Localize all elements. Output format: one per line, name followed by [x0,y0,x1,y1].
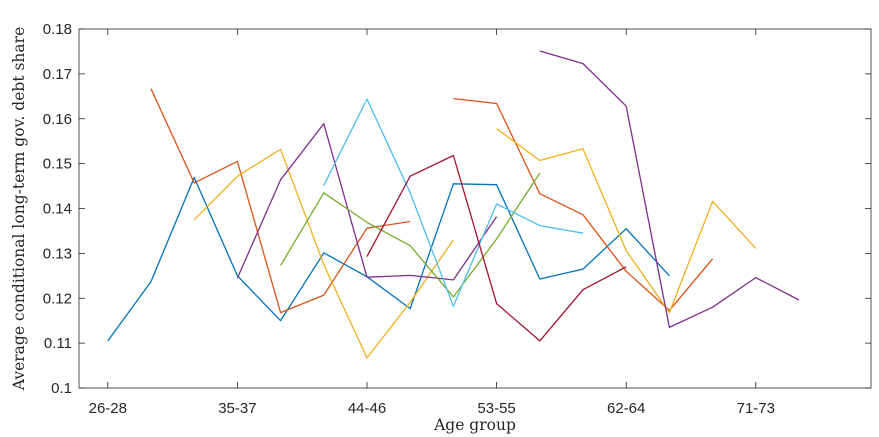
series-line-4 [193,148,454,359]
series-line-1 [107,176,670,342]
y-axis-label: Average conditional long-term gov. debt … [10,27,28,392]
x-tick-label: 53-55 [477,400,515,417]
plot-area [78,28,872,389]
y-tick-label: 0.15 [43,156,72,173]
y-tick-label: 0.18 [43,21,72,38]
series-line-2 [150,88,411,314]
y-tick-label: 0.11 [44,335,72,352]
series-line-6 [236,123,498,281]
series-line-3 [453,97,714,312]
series-line-8 [280,172,541,298]
y-tick-label: 0.17 [43,66,72,83]
x-tick-label: 71-73 [737,400,775,417]
series-layer [107,50,800,359]
x-tick-label: 35-37 [218,400,256,417]
series-line-5 [496,128,757,314]
x-tick-label: 26-28 [89,400,127,417]
x-axis: 26-28 35-37 44-46 53-55 62-64 71-73 [89,29,775,417]
y-axis: 0.1 0.11 0.12 0.13 0.14 0.15 0.16 0.17 0.18 [43,21,871,397]
y-tick-label: 0.1 [51,380,72,397]
y-tick-label: 0.14 [43,201,72,218]
y-tick-label: 0.12 [43,290,72,307]
series-line-7 [539,50,800,329]
series-line-10 [366,154,627,342]
y-tick-label: 0.16 [43,111,72,128]
y-tick-label: 0.13 [43,245,72,262]
x-tick-label: 44-46 [348,400,386,417]
x-axis-label: Age group [433,416,516,434]
series-line-9 [323,98,584,307]
x-tick-label: 62-64 [607,400,645,417]
